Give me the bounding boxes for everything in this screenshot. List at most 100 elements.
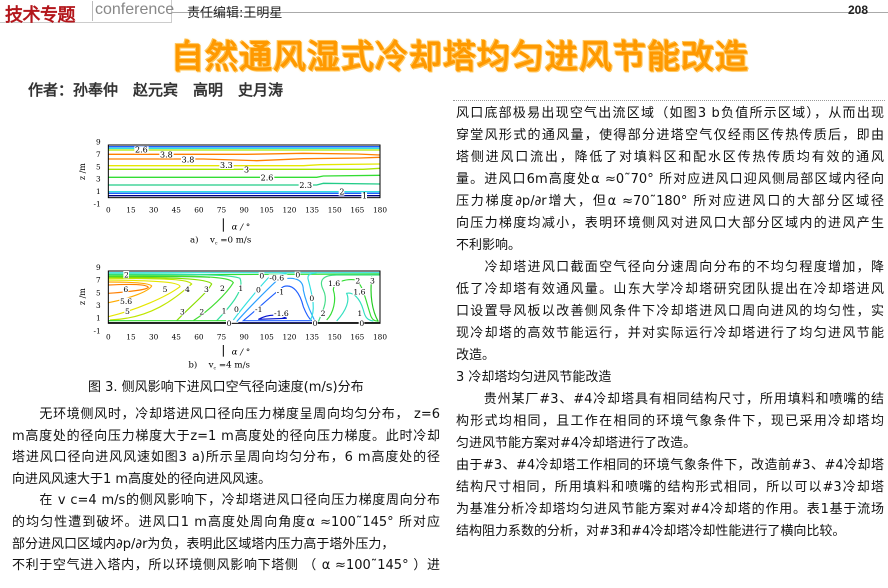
- text-line: 贵州某厂#3、#4冷却塔具有相同结构尺寸，所用填料和喷嘴的结: [456, 392, 884, 407]
- left-column-text: 无环境侧风时，冷却塔进风口径向压力梯度呈周向均匀分布， z=6 m高度处的径向压力…: [12, 404, 440, 577]
- text-line: 由于#3、#4冷却塔工作相同的环境气象条件下，改造前#3、#4冷却塔: [456, 458, 884, 473]
- panel-b-label: b) vc =4 m/s: [188, 360, 250, 372]
- contour-label-bg: [298, 181, 313, 189]
- x-tick-label: 60: [194, 206, 204, 215]
- contour-label: -0.6: [269, 274, 284, 283]
- text-line: 不利于空气进入塔内，所以环境侧风影响下塔侧 （ α ≈100˜145° ）进: [12, 558, 440, 574]
- y-axis-label: z /m: [78, 288, 87, 305]
- x-tick-label: 165: [350, 332, 364, 341]
- header-divider: [171, 12, 888, 13]
- contour-label: 3.8: [182, 156, 195, 165]
- header-logo-box: [0, 0, 172, 23]
- text-line: 穿堂风形式的通风量，使得部分进塔空气仅经雨区传热传质后，即由: [456, 128, 884, 143]
- contour-line: [108, 182, 381, 186]
- condition: =0 m/s: [217, 236, 251, 246]
- section-logo: 技术专题: [5, 5, 76, 26]
- contour-label: 5: [163, 285, 168, 294]
- contour-label-bg: [294, 271, 301, 279]
- contour-label-bg: [327, 279, 342, 287]
- contour-label: 5: [125, 307, 130, 316]
- x-tick-label: 75: [217, 206, 227, 215]
- y-tick-label: 1: [96, 187, 101, 196]
- x-tick-label: 180: [373, 206, 387, 215]
- contour-label-bg: [219, 284, 225, 292]
- contour-line: [108, 277, 193, 321]
- x-tick-label: 15: [126, 206, 136, 215]
- contour-label-bg: [159, 151, 174, 159]
- contour-label: -1: [255, 305, 262, 314]
- contour-label: 0: [259, 272, 264, 281]
- text-line: 塔侧进风口流出，降低了对填料区和配水区传热传质均有效的通风: [456, 150, 884, 165]
- x-tick-label: 165: [350, 206, 364, 215]
- contour-label: 5.6: [120, 297, 132, 306]
- text-line: 向进风风速大于1 m高度处的径向进风风速。: [12, 471, 272, 487]
- contour-label-bg: [243, 166, 249, 174]
- contour-label-bg: [358, 319, 365, 327]
- contour-label-bg: [181, 156, 196, 164]
- contour-line: [108, 275, 235, 322]
- text-line: 量。进风口6m高度处α ≈0˜70° 所对应进风口迎风侧局部区域内径向: [456, 172, 884, 187]
- contour-label: 0: [359, 319, 364, 328]
- contour-label-bg: [352, 288, 367, 296]
- contour-label-bg: [124, 307, 130, 315]
- right-column-text: 风口底部极易出现空气出流区域（如图3 b负值所示区域），从而出现 穿堂风形式的通风…: [456, 103, 884, 543]
- x-axis-label: α / °: [232, 347, 251, 357]
- figure-3b-contour-plot: 265.655 4 3 2 13 2 1 00 -0.6 00 -1-1 -1.600 021.6 2 31…: [78, 263, 387, 372]
- contour-label: 3: [204, 285, 209, 294]
- text-line: 无环境侧风时，冷却塔进风口径向压力梯度呈周向均匀分布， z=6: [12, 407, 440, 422]
- contour-label: 2: [355, 276, 360, 285]
- contour-line: [307, 272, 317, 321]
- x-tick-label: 75: [217, 332, 227, 341]
- column-divider: [453, 100, 885, 101]
- conference-label: conference: [92, 1, 174, 21]
- contour-label-bg: [233, 305, 239, 313]
- text-line: 部分进风口区域内∂p/∂r为负，表明此区域塔内压力高于塔外压力，: [12, 536, 395, 552]
- panel-label: a) v: [190, 235, 215, 246]
- y-tick-label: 7: [96, 150, 101, 159]
- x-tick-label: 180: [373, 332, 387, 341]
- x-tick-label: 150: [328, 206, 342, 215]
- contour-label-bg: [308, 294, 315, 302]
- text-line: 改造。: [456, 348, 496, 363]
- contour-label-bg: [268, 274, 288, 282]
- contour-label-bg: [162, 285, 168, 293]
- contour-label-bg: [369, 277, 375, 285]
- contour-label: 1.6: [353, 287, 365, 296]
- contour-line: [241, 285, 314, 322]
- article-title: 自然通风湿式冷却塔均匀进风节能改造: [171, 37, 749, 76]
- y-axis-label: z /m: [78, 163, 87, 180]
- contour-label: 2: [339, 188, 344, 197]
- contour-label: 2.6: [261, 174, 274, 183]
- x-tick-label: 135: [305, 206, 319, 215]
- contour-line: [108, 152, 381, 156]
- contour-label-bg: [254, 305, 265, 313]
- text-line: 构形式均相同，且工作在相同的环境气象条件下，现已采用冷却塔均: [456, 414, 884, 429]
- subscript: c: [215, 242, 218, 247]
- contour-label-bg: [354, 277, 361, 285]
- text-line: m高度处的径向压力梯度大于z=1 m高度处的径向压力梯度。此时冷却: [12, 428, 440, 444]
- y-tick-label: 7: [96, 276, 101, 285]
- contour-label: 2.6: [135, 146, 148, 155]
- contour-line: [108, 273, 242, 322]
- figure-3a-contour-plot: 2.63.83.83.332.62.32 1 0 15 30 45 60 75 90 105 12…: [78, 137, 387, 247]
- y-tick-label: 9: [96, 263, 101, 272]
- x-tick-label: 135: [305, 332, 319, 341]
- y-tick-label: 3: [96, 301, 101, 310]
- contour-label-bg: [312, 319, 318, 327]
- contour-line: [108, 276, 213, 322]
- x-tick-label: 45: [172, 206, 182, 215]
- contour-label: -1: [277, 287, 284, 296]
- contour-label: 0: [234, 305, 239, 314]
- contour-label-bg: [258, 272, 265, 280]
- contour-label-bg: [122, 285, 129, 293]
- contour-label: 2.3: [299, 181, 312, 190]
- panel-a-label: a) vc =0 m/s: [190, 235, 251, 247]
- contour-label-bg: [226, 319, 232, 327]
- contour-label: 1: [238, 284, 243, 293]
- x-tick-label: 90: [240, 332, 250, 341]
- contour-label: -1.6: [274, 309, 289, 318]
- contour-label: 3.3: [220, 161, 233, 170]
- text-line: 口设置导风板以改善侧风条件下冷却塔进风口周向进风的均匀性，实: [456, 304, 884, 319]
- text-line: 低了冷却塔有效通风量。山东大学冷却塔研究团队提出在冷却塔进风: [456, 282, 884, 297]
- contour-line: [108, 163, 381, 167]
